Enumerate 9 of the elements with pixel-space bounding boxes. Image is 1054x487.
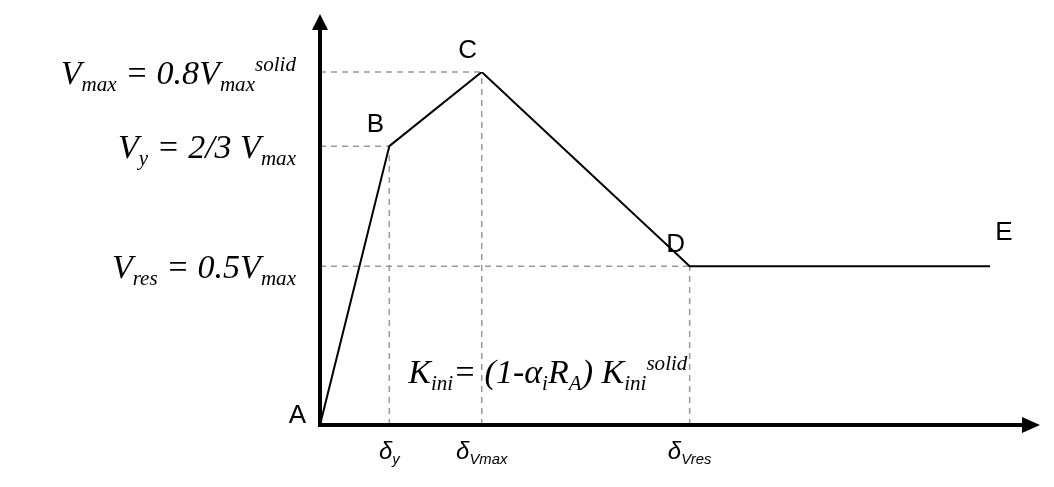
x-tick-label: δ$_{Vmax}$ (456, 437, 508, 468)
annotation: B (366, 108, 384, 139)
text: C (458, 34, 478, 64)
x-tick-label: δ$_{y}$ (378, 437, 402, 468)
x-tick-label: δ$_{Vres}$ (667, 437, 713, 468)
text: E (995, 216, 1013, 247)
text: V$_{y}$ = 2/3 V$_{max}$ (118, 128, 297, 171)
text: V$_{res}$ = 0.5V$_{max}$ (111, 248, 297, 291)
text: A (288, 399, 307, 429)
